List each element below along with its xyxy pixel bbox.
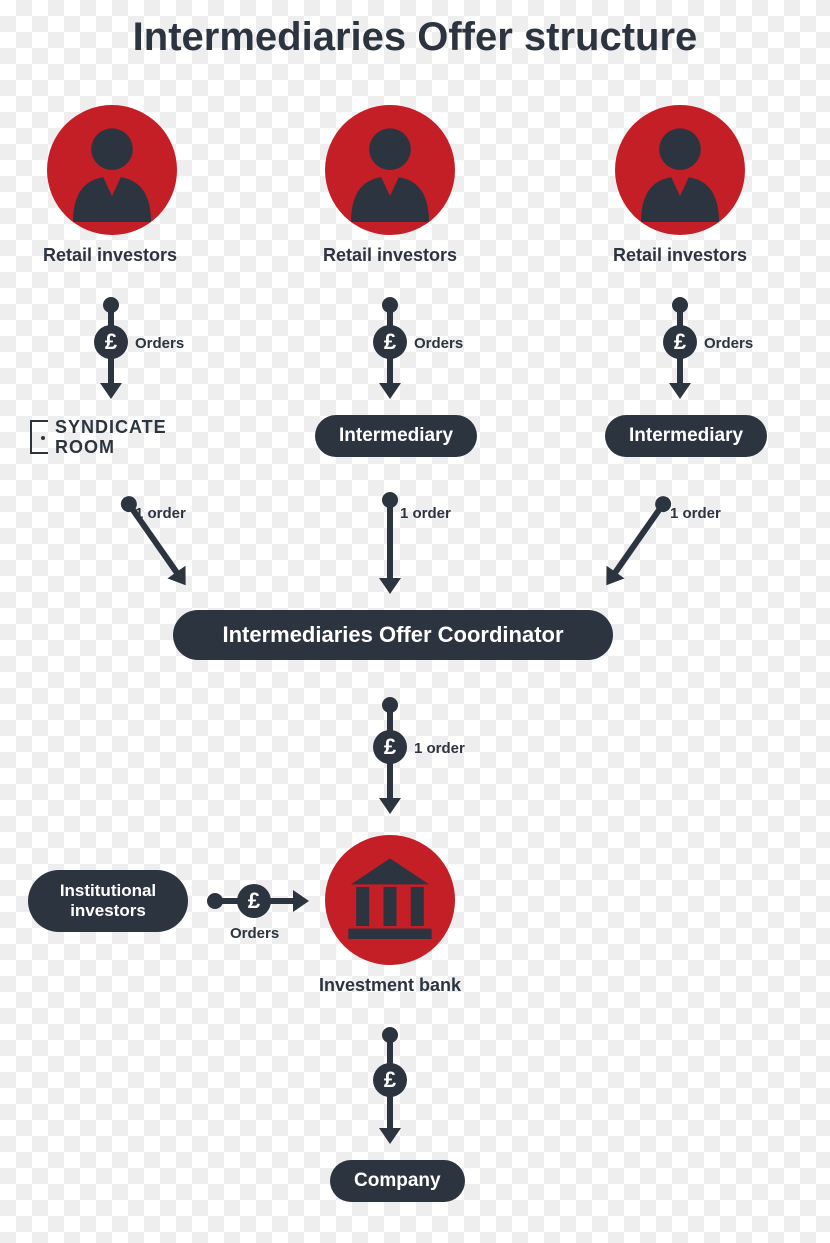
one-order-label: 1 order xyxy=(670,505,721,522)
page-title: Intermediaries Offer structure xyxy=(0,15,830,60)
investor-label: Retail investors xyxy=(300,245,480,266)
orders-label: Orders xyxy=(704,335,753,352)
arrow-down xyxy=(387,495,393,580)
bank-icon xyxy=(325,835,455,965)
investor-label: Retail investors xyxy=(590,245,770,266)
investor-icon xyxy=(615,105,745,235)
pound-icon: £ xyxy=(237,884,271,918)
institutional-pill: Institutional investors xyxy=(28,870,188,932)
coordinator-pill: Intermediaries Offer Coordinator xyxy=(173,610,613,660)
one-order-label: 1 order xyxy=(135,505,186,522)
arrow-diag xyxy=(612,498,669,575)
intermediary-pill: Intermediary xyxy=(605,415,767,457)
orders-label: Orders xyxy=(135,335,184,352)
orders-label: Orders xyxy=(230,925,279,942)
orders-label: Orders xyxy=(414,335,463,352)
investor-icon xyxy=(47,105,177,235)
pound-icon: £ xyxy=(373,1063,407,1097)
one-order-label: 1 order xyxy=(400,505,451,522)
bank-label: Investment bank xyxy=(300,975,480,996)
intermediary-pill: Intermediary xyxy=(315,415,477,457)
pound-icon: £ xyxy=(373,325,407,359)
pound-icon: £ xyxy=(373,730,407,764)
pound-icon: £ xyxy=(663,325,697,359)
door-icon xyxy=(30,420,48,454)
investor-label: Retail investors xyxy=(20,245,200,266)
one-order-label: 1 order xyxy=(414,740,465,757)
syndicate-label: SYNDICATEROOM xyxy=(55,418,167,458)
investor-icon xyxy=(325,105,455,235)
company-pill: Company xyxy=(330,1160,465,1202)
pound-icon: £ xyxy=(94,325,128,359)
